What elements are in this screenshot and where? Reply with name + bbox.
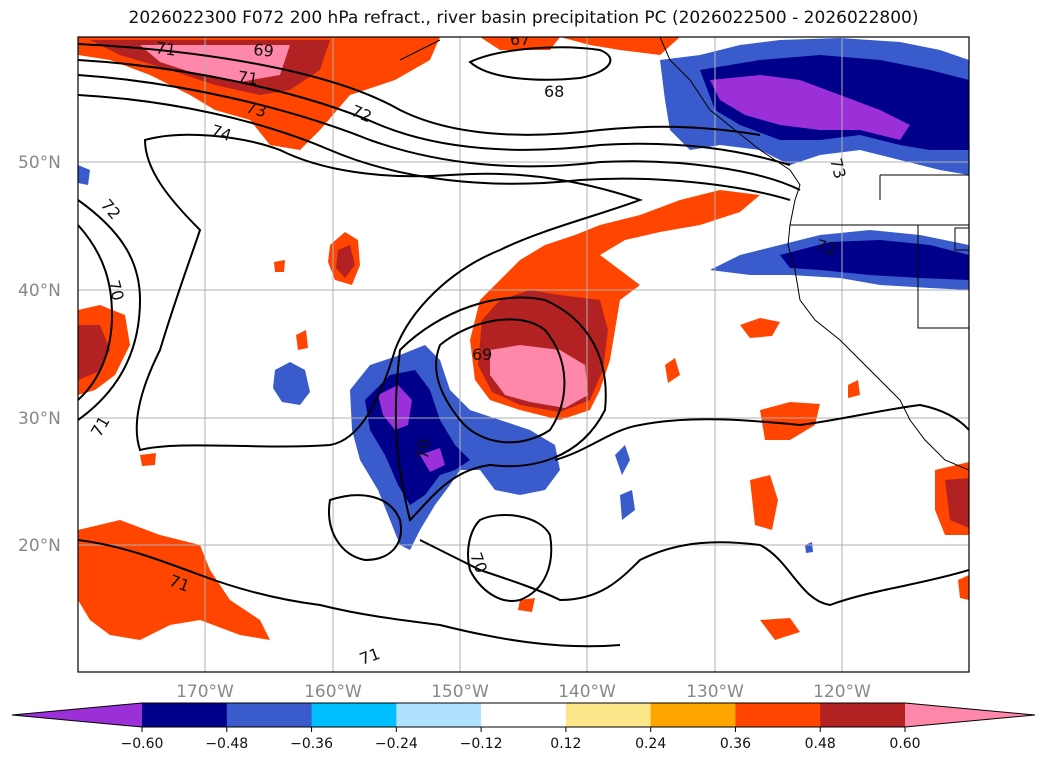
colorbar-bin — [565, 703, 652, 727]
svg-text:140°W: 140°W — [558, 682, 616, 702]
map-frame — [77, 36, 970, 673]
svg-text:71: 71 — [236, 67, 259, 89]
svg-text:68: 68 — [544, 82, 564, 101]
svg-text:160°W: 160°W — [304, 682, 362, 702]
svg-text:69: 69 — [253, 40, 275, 61]
colorbar-bin — [481, 703, 567, 727]
negative-precip-anomaly — [78, 38, 969, 553]
colorbar-tick-label: −0.24 — [375, 736, 418, 752]
colorbar-bin — [735, 703, 821, 727]
colorbar-tick-label: 0.48 — [805, 736, 836, 752]
coastlines — [399, 37, 969, 471]
svg-text:40°N: 40°N — [18, 281, 61, 301]
svg-text:20°N: 20°N — [18, 536, 61, 556]
colorbar: −0.60 −0.48 −0.36 −0.24 −0.12 0.12 0.24 0.36 0.4… — [11, 702, 1036, 752]
colorbar-tick-label: −0.60 — [121, 736, 164, 752]
colorbar-bin — [820, 703, 906, 727]
svg-text:70: 70 — [413, 438, 434, 460]
svg-text:30°N: 30°N — [18, 409, 61, 429]
colorbar-tick-label: 0.60 — [889, 736, 920, 752]
svg-text:69: 69 — [472, 345, 492, 364]
svg-text:70: 70 — [104, 278, 128, 303]
svg-text:73: 73 — [826, 156, 850, 181]
colorbar-tick-label: 0.36 — [720, 736, 751, 752]
svg-text:73: 73 — [244, 98, 269, 122]
svg-text:170°W: 170°W — [176, 682, 234, 702]
colorbar-bin — [226, 703, 313, 727]
colorbar-bin — [396, 703, 482, 727]
colorbar-tick-label: 0.12 — [550, 736, 581, 752]
svg-text:72: 72 — [814, 236, 839, 260]
colorbar-tick-label: −0.36 — [290, 736, 333, 752]
colorbar-bin — [650, 703, 736, 727]
svg-text:71: 71 — [154, 38, 177, 60]
longitude-labels: 170°W 160°W 150°W 140°W 130°W 120°W — [176, 682, 871, 702]
svg-text:150°W: 150°W — [431, 682, 489, 702]
svg-text:67: 67 — [510, 30, 530, 49]
colorbar-extend-high — [905, 703, 1035, 727]
colorbar-extend-low — [12, 703, 142, 727]
svg-text:50°N: 50°N — [18, 153, 61, 173]
map-area: 71 69 71 73 74 72 67 68 72 70 71 69 70 7… — [78, 30, 969, 672]
latitude-labels: 50°N 40°N 30°N 20°N — [18, 153, 61, 556]
map-title: 2026022300 F072 200 hPa refract., river … — [128, 8, 919, 28]
positive-precip-anomaly — [78, 37, 969, 640]
colorbar-bin — [311, 703, 397, 727]
svg-text:130°W: 130°W — [686, 682, 744, 702]
svg-text:120°W: 120°W — [813, 682, 871, 702]
colorbar-tick-label: −0.12 — [460, 736, 503, 752]
colorbar-tick-label: 0.24 — [635, 736, 666, 752]
colorbar-bin — [142, 703, 228, 727]
refractivity-contours — [78, 43, 969, 648]
graticule — [78, 37, 969, 672]
colorbar-tick-label: −0.48 — [205, 736, 248, 752]
